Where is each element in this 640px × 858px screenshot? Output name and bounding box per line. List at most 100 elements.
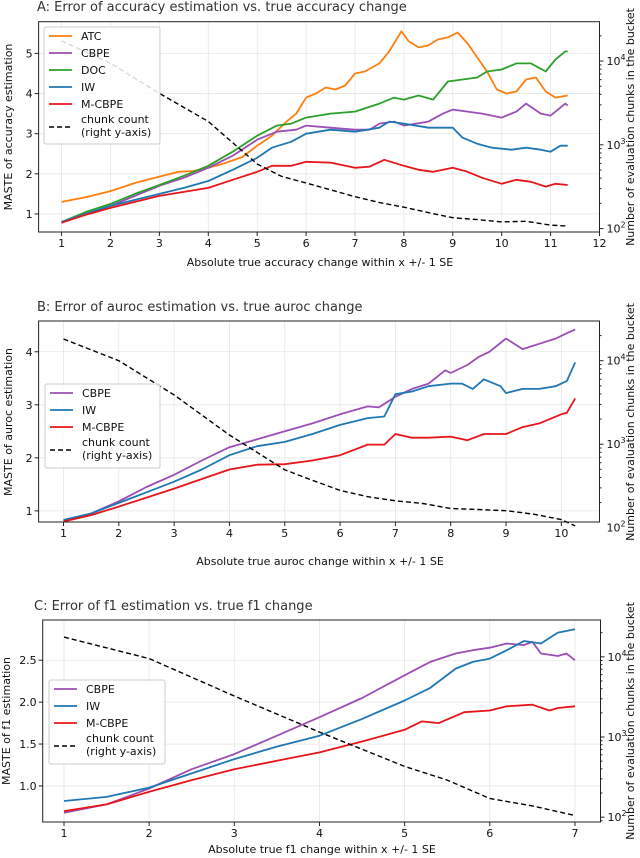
x-tick-label: 2 [107, 237, 114, 250]
panel-b: B: Error of auroc estimation vs. true au… [2, 300, 637, 568]
legend-label: CBPE [82, 387, 111, 400]
series-line-cbpe [63, 328, 576, 522]
legend: CBPE IW M-CBPE chunk count(right y-axis) [44, 383, 161, 469]
x-tick-label: 9 [503, 527, 510, 540]
series-line-chunk-count [63, 338, 576, 527]
legend-label: (right y-axis) [81, 126, 151, 139]
panel-b-plot: 1 2 3 4 5 6 7 8 9 10 1 2 3 4 102 103 104 CBPE IW M-CBPE chun… [26, 320, 626, 540]
x-tick-label: 9 [449, 237, 456, 250]
legend-label: DOC [81, 64, 106, 77]
axes-frame [42, 619, 601, 823]
panel-a: A: Error of accuracy estimation vs. true… [2, 0, 637, 269]
legend-label: (right y-axis) [86, 745, 156, 758]
panel-a-title: A: Error of accuracy estimation vs. true… [37, 0, 407, 15]
legend-box [43, 26, 161, 145]
legend-box [44, 383, 161, 469]
panel-c-title: C: Error of f1 estimation vs. true f1 ch… [34, 599, 313, 614]
legend-label: CBPE [81, 47, 110, 60]
legend-label: CBPE [86, 683, 115, 696]
x-tick-label: 10 [554, 527, 568, 540]
y2-tick-label: 104 [607, 53, 626, 68]
x-tick-label: 12 [593, 237, 607, 250]
x-tick-label: 1 [60, 827, 67, 840]
series-line-doc [61, 50, 568, 223]
legend-label: IW [81, 81, 95, 94]
panel-a-ylabel: MASTE of accuracy estimation [2, 44, 15, 211]
x-tick-label: 11 [544, 237, 558, 250]
y-tick-label: 4 [26, 88, 33, 101]
legend-label: M-CBPE [81, 98, 123, 111]
legend-label: ATC [81, 30, 102, 43]
y-tick-label: 3 [26, 399, 33, 412]
axes-frame [38, 21, 601, 233]
legend: ATC CBPE DOC IW M-CBPE chunk count(right y-ax… [43, 26, 161, 145]
x-tick-label: 3 [156, 237, 163, 250]
series-line-iw [63, 628, 576, 802]
x-tick-label: 7 [392, 527, 399, 540]
x-tick-label: 1 [58, 237, 65, 250]
x-tick-label: 4 [226, 527, 233, 540]
y2-tick-label: 102 [608, 809, 627, 824]
x-tick-label: 3 [171, 527, 178, 540]
y-tick-label: 1.0 [19, 780, 37, 793]
panel-b-title: B: Error of auroc estimation vs. true au… [37, 300, 362, 315]
y2-tick-label: 103 [608, 729, 627, 744]
y-tick-label: 2.0 [19, 696, 37, 709]
legend-label: IW [86, 700, 100, 713]
x-tick-label: 5 [281, 527, 288, 540]
series-line-chunk-count [61, 40, 568, 227]
legend-label: chunk count [86, 732, 155, 745]
series-line-m-cbpe [61, 158, 568, 224]
x-tick-label: 1 [60, 527, 67, 540]
y-tick-label: 2.5 [19, 654, 37, 667]
x-tick-label: 8 [447, 527, 454, 540]
x-tick-label: 3 [231, 827, 238, 840]
y2-tick-label: 103 [607, 436, 626, 451]
x-tick-label: 6 [486, 827, 493, 840]
series-line-cbpe [63, 640, 576, 814]
x-tick-label: 7 [571, 827, 578, 840]
legend-label: chunk count [81, 113, 150, 126]
series-line-iw [61, 120, 568, 223]
panel-c-y2label: Number of evaluation chunks in the bucke… [624, 601, 637, 840]
panel-b-y2label: Number of evaluation chunks in the bucke… [624, 302, 637, 541]
y2-tick-label: 102 [607, 520, 626, 535]
panel-c: C: Error of f1 estimation vs. true f1 ch… [0, 599, 637, 856]
y-tick-label: 5 [26, 47, 33, 60]
y-tick-label: 4 [26, 346, 33, 359]
x-tick-label: 6 [337, 527, 344, 540]
x-tick-label: 5 [401, 827, 408, 840]
x-tick-label: 4 [205, 237, 212, 250]
panel-a-xlabel: Absolute true accuracy change within x +… [187, 256, 453, 269]
legend-label: M-CBPE [86, 717, 128, 730]
x-tick-label: 6 [303, 237, 310, 250]
series-line-iw [63, 362, 577, 521]
x-tick-label: 7 [351, 237, 358, 250]
panel-b-xlabel: Absolute true auroc change within x +/- … [196, 555, 444, 568]
legend-label: M-CBPE [82, 421, 124, 434]
x-tick-label: 2 [146, 827, 153, 840]
x-tick-label: 2 [115, 527, 122, 540]
series-line-m-cbpe [63, 397, 576, 522]
legend-label: chunk count [82, 436, 151, 449]
y2-tick-label: 103 [607, 137, 626, 152]
y-tick-label: 2 [26, 452, 33, 465]
panel-a-plot: 1 2 3 4 5 6 7 8 9 10 11 1212345102103104ATCCBPEDOCI… [26, 21, 626, 250]
panel-c-xlabel: Absolute true f1 change within x +/- 1 S… [208, 843, 436, 856]
y-tick-label: 1 [26, 208, 33, 221]
legend: CBPE IW M-CBPE chunk count(right y-axis) [48, 679, 166, 765]
y-tick-label: 3 [26, 128, 33, 141]
panel-c-plot: 1 2 3 4 5 6 7 1.0 1.5 2.0 2.5 102 103 104 CBPE IW M-CBPE… [19, 619, 627, 840]
legend-label: (right y-axis) [82, 449, 152, 462]
y2-tick-label: 104 [607, 353, 626, 368]
x-tick-label: 4 [316, 827, 323, 840]
series-line-cbpe [61, 102, 569, 223]
y2-tick-label: 104 [608, 649, 627, 664]
series-line-m-cbpe [63, 703, 576, 812]
y-tick-label: 1.5 [19, 738, 37, 751]
y2-tick-label: 102 [607, 221, 626, 236]
panel-a-y2label: Number of evaluation chunks in the bucke… [624, 7, 637, 246]
y-tick-label: 1 [26, 505, 33, 518]
legend-label: IW [82, 404, 96, 417]
